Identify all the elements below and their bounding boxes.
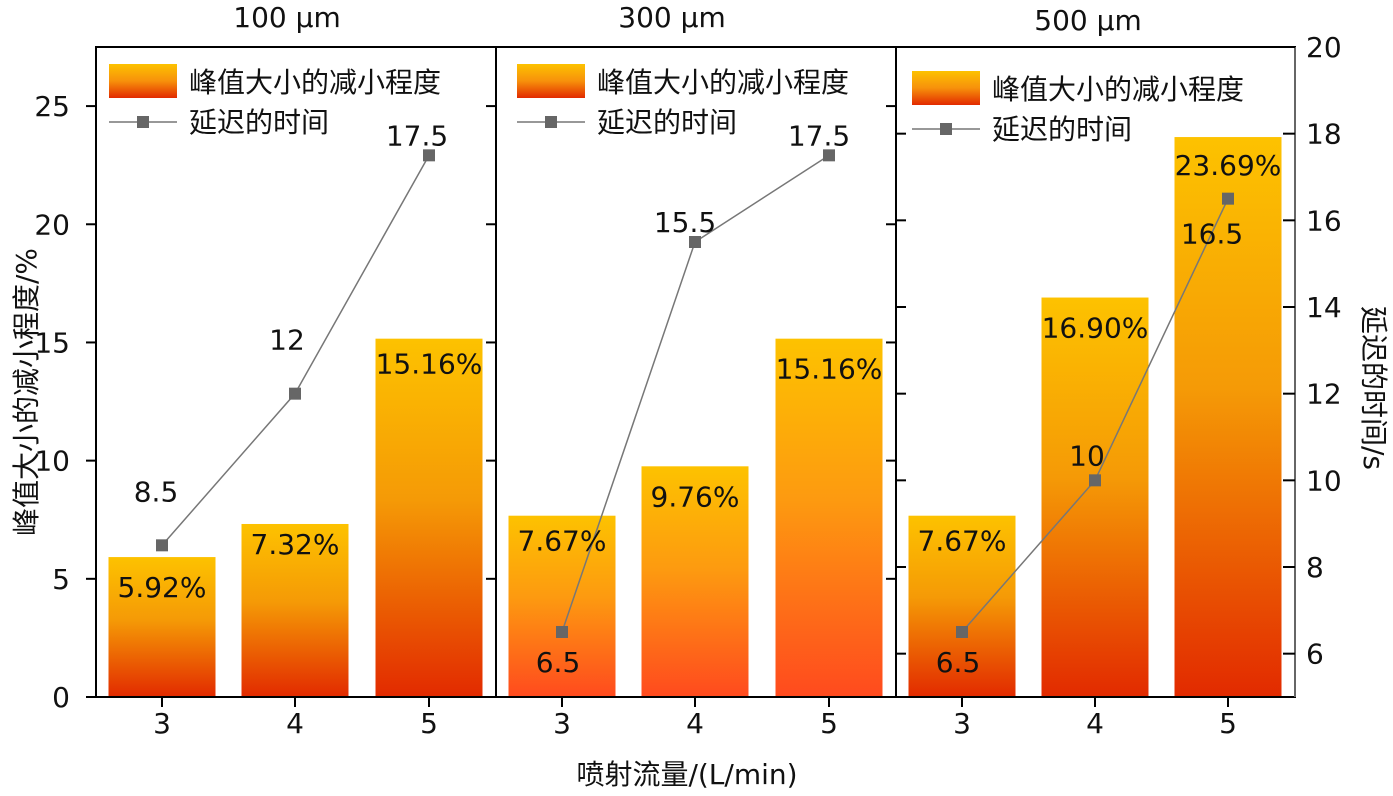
y2-tick-label: 8	[1306, 551, 1324, 584]
panel-title: 500 μm	[1034, 4, 1141, 37]
y2-tick-label: 6	[1306, 638, 1324, 671]
bar-value-label: 15.16%	[376, 348, 483, 381]
delay-value-label: 16.5	[1181, 218, 1243, 251]
legend-marker-swatch	[545, 116, 557, 128]
bar-100m-5	[375, 338, 483, 697]
x-tick-label: 4	[1086, 707, 1104, 740]
bar-100m-3	[108, 557, 216, 697]
y-tick-label: 5	[52, 563, 70, 596]
bar-value-label: 7.67%	[918, 525, 1007, 558]
delay-value-label: 17.5	[788, 119, 850, 152]
y2-tick-label: 12	[1306, 378, 1342, 411]
legend-marker-swatch	[137, 116, 149, 128]
y2-tick-label: 16	[1306, 204, 1342, 237]
legend-bar-label: 峰值大小的减小程度	[992, 73, 1244, 106]
x-tick-label: 5	[420, 707, 438, 740]
y2-tick-label: 18	[1306, 118, 1342, 151]
legend-line-label: 延迟的时间	[597, 106, 737, 139]
delay-value-label: 6.5	[536, 646, 581, 679]
bar-value-label: 23.69%	[1175, 149, 1282, 182]
bar-300m-4	[641, 466, 749, 697]
delay-marker	[423, 149, 435, 162]
delay-marker	[823, 149, 835, 162]
delay-marker	[956, 626, 968, 638]
bar-500m-5	[1174, 137, 1282, 697]
x-axis-title: 喷射流量/(L/min)	[576, 758, 797, 791]
delay-marker	[556, 626, 568, 638]
legend-line-label: 延迟的时间	[189, 106, 329, 139]
bar-300m-3	[508, 515, 616, 697]
bar-value-label: 5.92%	[118, 571, 207, 604]
lines-layer	[156, 149, 1234, 638]
legend-line-label: 延迟的时间	[992, 113, 1132, 146]
legend-bar-swatch	[517, 64, 585, 98]
legend-bar-swatch	[109, 64, 177, 98]
delay-marker	[289, 387, 301, 400]
x-tick-label: 5	[1219, 707, 1237, 740]
y-tick-label: 25	[34, 90, 70, 123]
bars-layer	[108, 137, 1282, 697]
axes-layer	[86, 46, 1296, 707]
delay-value-label: 6.5	[936, 646, 981, 679]
y-axis-title: 峰值大小的减小程度/%	[10, 248, 43, 536]
x-tick-label: 4	[286, 707, 304, 740]
legend-bar-label: 峰值大小的减小程度	[189, 66, 441, 99]
bar-value-label: 7.67%	[518, 525, 607, 558]
legend-marker-swatch	[940, 123, 952, 135]
delay-value-label: 12	[269, 324, 305, 357]
y-tick-label: 10	[34, 445, 70, 478]
bar-value-label: 9.76%	[651, 480, 740, 513]
delay-marker	[1222, 192, 1234, 205]
bar-100m-4	[241, 523, 349, 697]
x-tick-label: 3	[153, 707, 171, 740]
bar-500m-3	[908, 515, 1016, 697]
delay-marker	[1089, 474, 1101, 487]
x-tick-label: 3	[953, 707, 971, 740]
delay-marker	[156, 539, 168, 552]
x-tick-label: 3	[553, 707, 571, 740]
y2-axis-title: 延迟的时间/s	[1357, 306, 1390, 470]
panel-title: 100 μm	[233, 1, 340, 34]
y-tick-label: 0	[52, 681, 70, 714]
y2-tick-label: 14	[1306, 291, 1342, 324]
bar-value-label: 7.32%	[251, 528, 340, 561]
bar-500m-4	[1041, 297, 1149, 697]
y2-tick-label: 20	[1306, 31, 1342, 64]
x-tick-label: 4	[686, 707, 704, 740]
delay-value-label: 8.5	[134, 475, 179, 508]
delay-value-label: 17.5	[386, 119, 448, 152]
text-layer: 0 5 10 15 20 25 6 8 10 12 14 16 18 20 3 4 5 3 4 5 3 4 5 100 μm 3…	[10, 1, 1390, 791]
y-tick-label: 15	[34, 326, 70, 359]
delay-value-label: 15.5	[654, 206, 716, 239]
delay-marker	[689, 236, 701, 248]
panel-title: 300 μm	[618, 1, 725, 34]
x-tick-label: 5	[820, 707, 838, 740]
bar-300m-5	[775, 338, 883, 697]
bar-value-label: 15.16%	[776, 353, 883, 386]
bar-value-label: 16.90%	[1042, 312, 1149, 345]
y-tick-label: 20	[34, 208, 70, 241]
delay-value-label: 10	[1069, 439, 1105, 472]
y2-tick-label: 10	[1306, 464, 1342, 497]
legend-bar-label: 峰值大小的减小程度	[597, 66, 849, 99]
legend-bar-swatch	[912, 71, 980, 105]
